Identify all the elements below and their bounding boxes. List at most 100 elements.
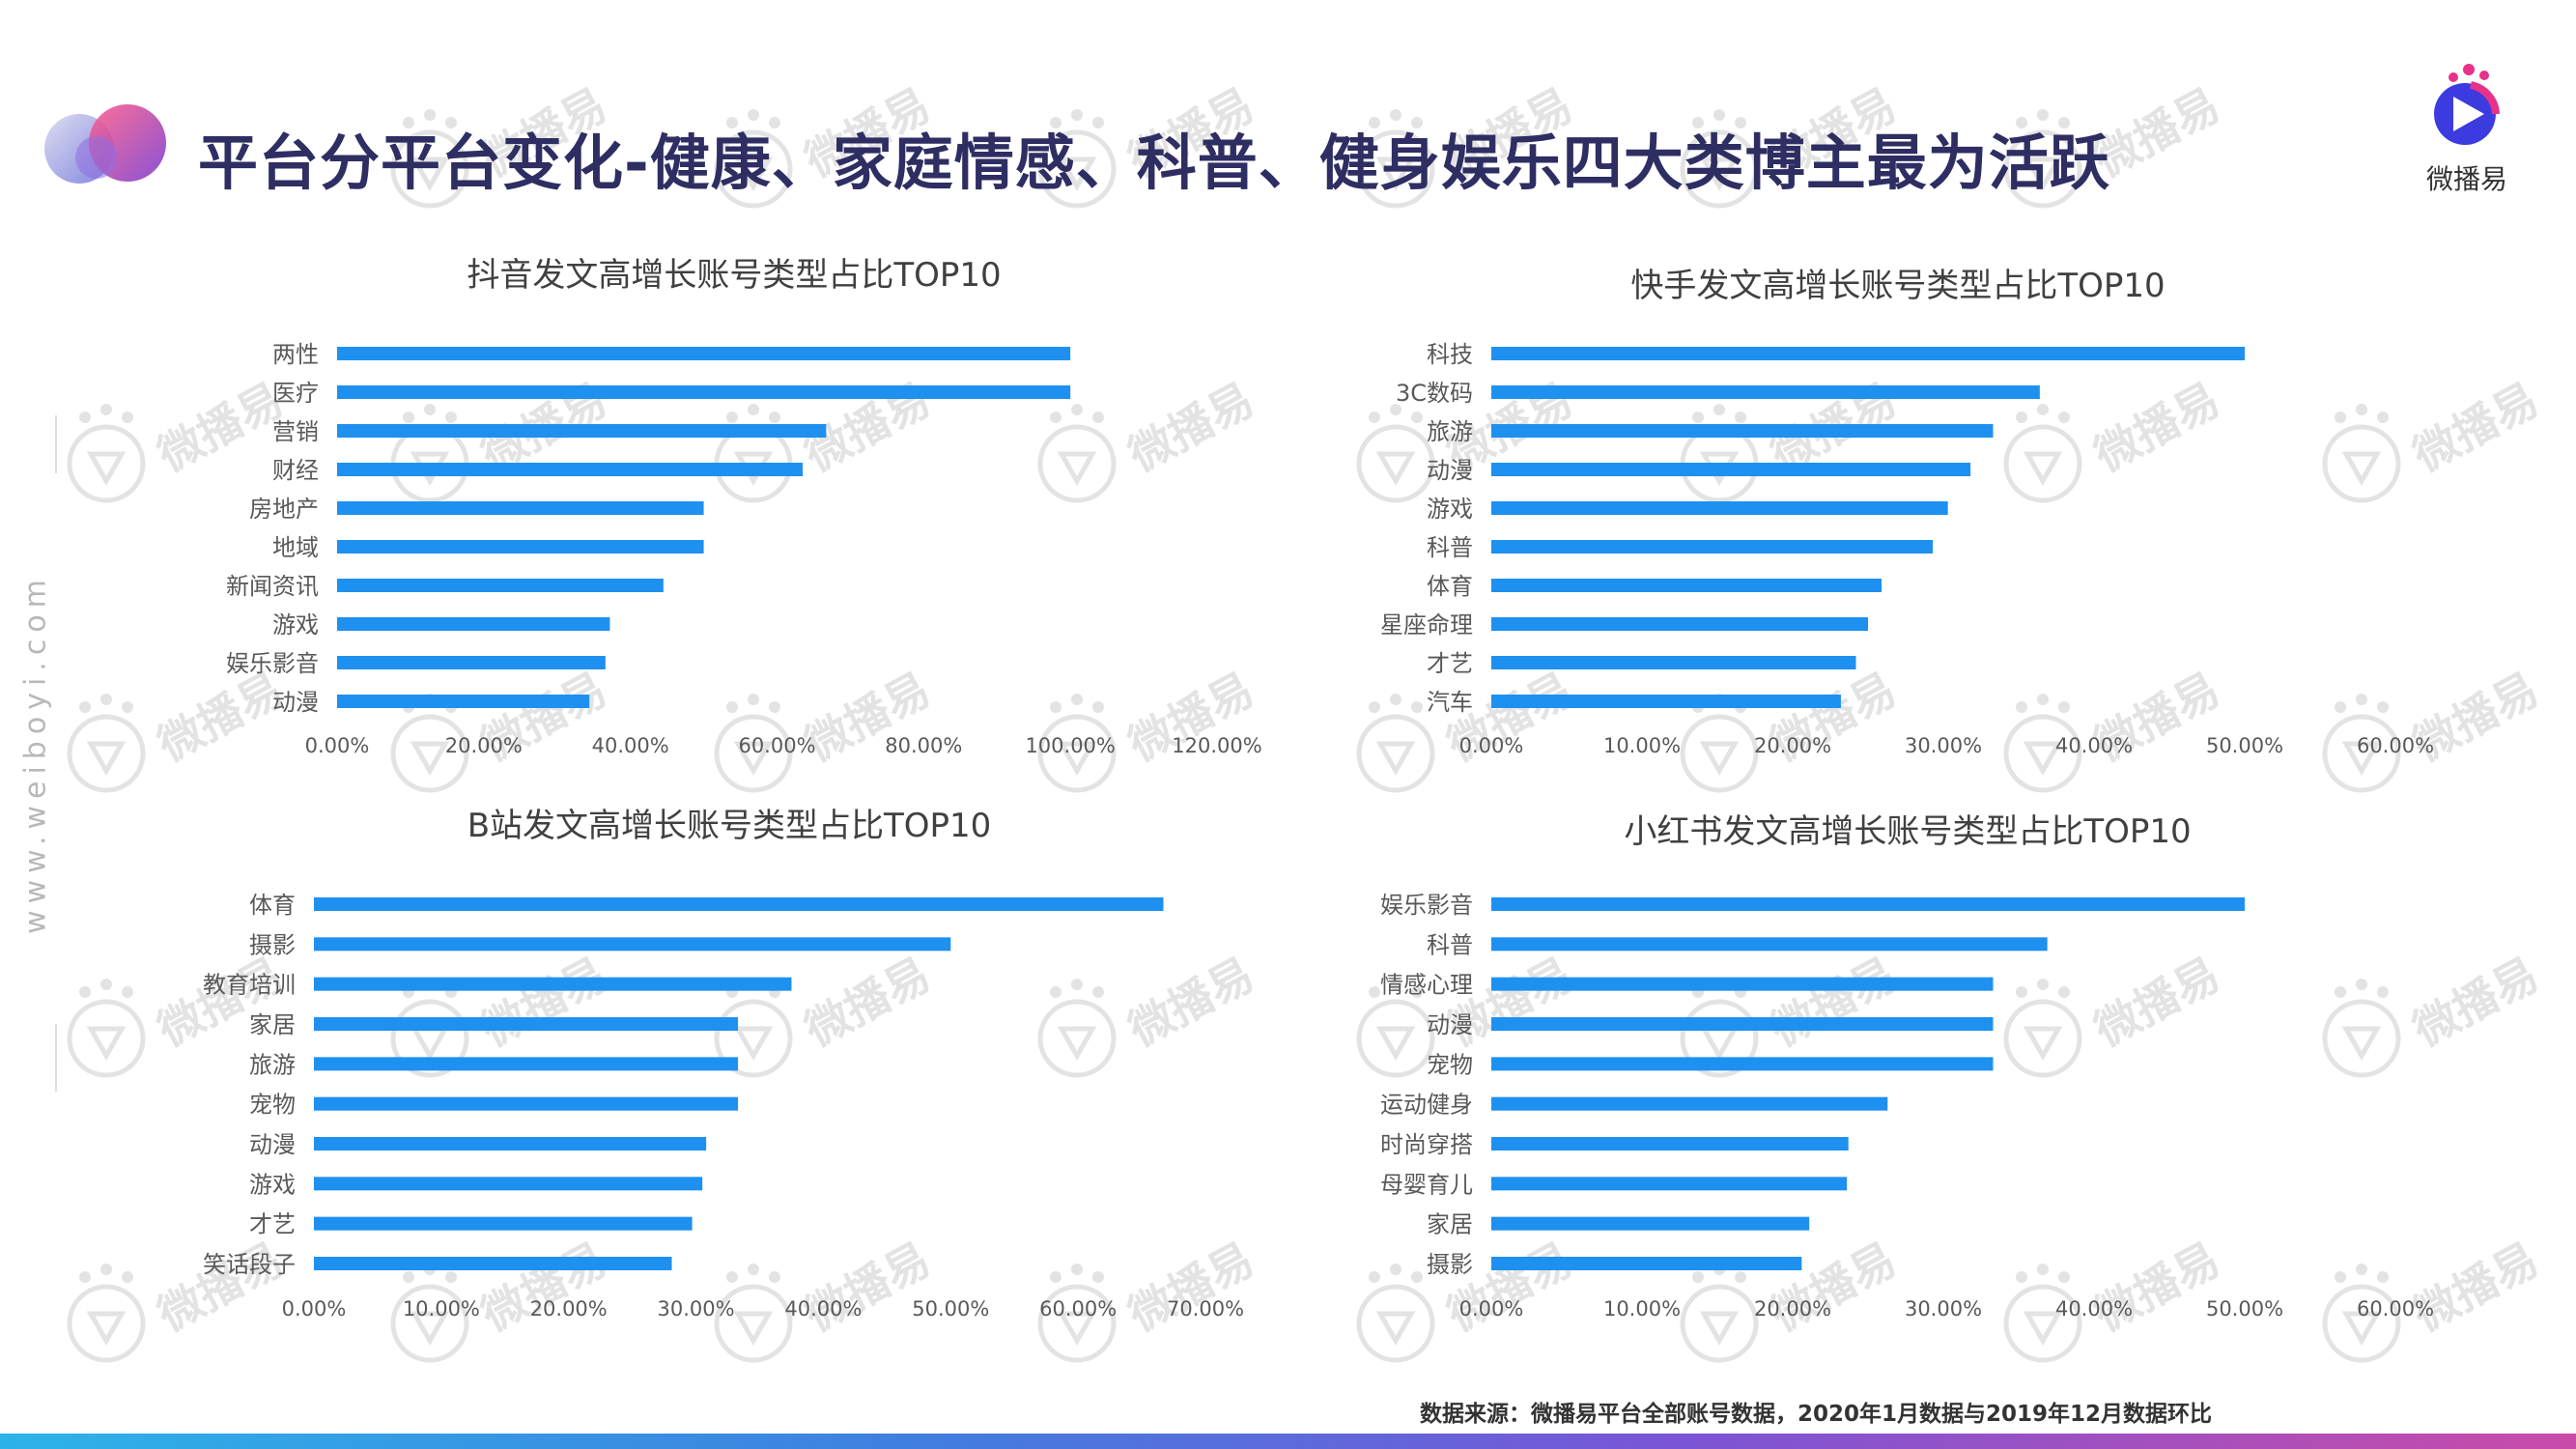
bar-体育: [314, 897, 1164, 911]
category-label: 动漫: [272, 689, 319, 716]
bar-教育培训: [314, 977, 792, 991]
category-label: 体育: [249, 892, 296, 919]
bar-营销: [337, 424, 827, 438]
bar-财经: [337, 463, 804, 476]
x-tick-label: 70.00%: [1167, 1297, 1244, 1321]
bar-旅游: [1491, 424, 1994, 438]
page-title: 平台分平台变化-健康、家庭情感、科普、健身娱乐四大类博主最为活跃: [198, 128, 2110, 198]
category-label: 营销: [272, 418, 319, 445]
category-label: 新闻资讯: [226, 573, 319, 600]
bar-宠物: [1491, 1057, 1994, 1071]
x-tick-label: 50.00%: [912, 1297, 989, 1321]
category-label: 摄影: [1427, 1251, 1473, 1278]
x-tick-label: 60.00%: [738, 734, 815, 757]
category-label: 情感心理: [1380, 972, 1473, 999]
bar-家居: [1491, 1216, 1810, 1231]
category-label: 两性: [272, 341, 319, 368]
bar-动漫: [1491, 463, 1971, 476]
category-label: 星座命理: [1380, 611, 1473, 639]
category-label: 游戏: [272, 611, 319, 639]
bar-星座命理: [1491, 617, 1868, 631]
bottom-gradient-bar: [0, 1434, 2576, 1449]
category-label: 摄影: [249, 931, 296, 958]
x-tick-label: 120.00%: [1172, 734, 1261, 757]
bar-汽车: [1491, 695, 1841, 708]
bar-地域: [337, 540, 704, 554]
bar-母婴育儿: [1491, 1177, 1848, 1191]
bar-运动健身: [1491, 1096, 1888, 1111]
category-label: 地域: [272, 534, 319, 561]
x-tick-label: 10.00%: [403, 1297, 480, 1321]
x-tick-label: 60.00%: [2357, 1297, 2434, 1321]
category-label: 游戏: [1427, 496, 1473, 523]
x-tick-label: 50.00%: [2206, 1297, 2283, 1321]
x-tick-label: 40.00%: [592, 734, 669, 757]
x-tick-label: 100.00%: [1025, 734, 1115, 757]
category-label: 教育培训: [203, 972, 296, 999]
bar-两性: [337, 347, 1071, 360]
bar-房地产: [337, 501, 704, 515]
category-label: 旅游: [249, 1051, 296, 1078]
category-label: 家居: [1427, 1211, 1473, 1238]
x-tick-label: 10.00%: [1603, 1297, 1681, 1321]
bar-科技: [1491, 347, 2245, 360]
bar-娱乐影音: [1491, 897, 2245, 911]
x-tick-label: 50.00%: [2206, 734, 2283, 757]
bar-情感心理: [1491, 977, 1994, 991]
bar-游戏: [337, 617, 610, 631]
bar-家居: [314, 1017, 739, 1031]
x-tick-label: 0.00%: [282, 1297, 347, 1321]
category-label: 家居: [249, 1011, 296, 1038]
x-tick-label: 0.00%: [1459, 734, 1524, 757]
category-label: 才艺: [1427, 650, 1473, 677]
category-label: 娱乐影音: [226, 650, 319, 677]
bar-才艺: [314, 1216, 693, 1231]
x-tick-label: 0.00%: [1459, 1297, 1524, 1321]
category-label: 房地产: [249, 496, 319, 523]
category-label: 娱乐影音: [1380, 892, 1473, 919]
x-tick-label: 30.00%: [1905, 1297, 1982, 1321]
category-label: 宠物: [1427, 1051, 1473, 1078]
x-tick-label: 60.00%: [2357, 734, 2434, 757]
x-tick-label: 30.00%: [1905, 734, 1982, 757]
side-divider-top: [55, 415, 57, 473]
category-label: 笑话段子: [203, 1251, 296, 1278]
category-label: 科技: [1427, 341, 1473, 368]
category-label: 运动健身: [1380, 1092, 1473, 1119]
category-label: 旅游: [1427, 418, 1473, 445]
x-tick-label: 40.00%: [784, 1297, 862, 1321]
bar-动漫: [1491, 1017, 1994, 1031]
bar-娱乐影音: [337, 656, 606, 669]
category-label: 时尚穿搭: [1380, 1131, 1473, 1158]
bar-笑话段子: [314, 1257, 672, 1270]
logo-text: 微播易: [2425, 163, 2507, 195]
category-label: 3C数码: [1396, 380, 1473, 407]
x-tick-label: 20.00%: [1754, 734, 1831, 757]
chart-title: 快手发文高增长账号类型占比TOP10: [1630, 267, 2165, 305]
category-label: 医疗: [272, 380, 319, 407]
x-tick-label: 80.00%: [885, 734, 962, 757]
bar-游戏: [314, 1177, 703, 1191]
x-tick-label: 20.00%: [1754, 1297, 1831, 1321]
bar-体育: [1491, 579, 1882, 592]
category-label: 财经: [272, 457, 319, 484]
category-label: 才艺: [249, 1211, 296, 1238]
x-tick-label: 30.00%: [658, 1297, 735, 1321]
category-label: 科普: [1427, 534, 1473, 561]
weiboyi-logo-icon: [2434, 64, 2500, 145]
bar-医疗: [337, 385, 1071, 399]
x-tick-label: 10.00%: [1603, 734, 1681, 757]
data-source-note: 数据来源：微播易平台全部账号数据，2020年1月数据与2019年12月数据环比: [1420, 1402, 2213, 1427]
bar-旅游: [314, 1057, 739, 1071]
bar-才艺: [1491, 656, 1856, 669]
category-label: 宠物: [249, 1092, 296, 1119]
category-label: 汽车: [1427, 689, 1473, 716]
side-divider-bottom: [55, 1024, 57, 1092]
chart-title: 抖音发文高增长账号类型占比TOP10: [467, 256, 1001, 295]
category-label: 动漫: [1427, 1011, 1473, 1038]
bar-时尚穿搭: [1491, 1137, 1849, 1151]
